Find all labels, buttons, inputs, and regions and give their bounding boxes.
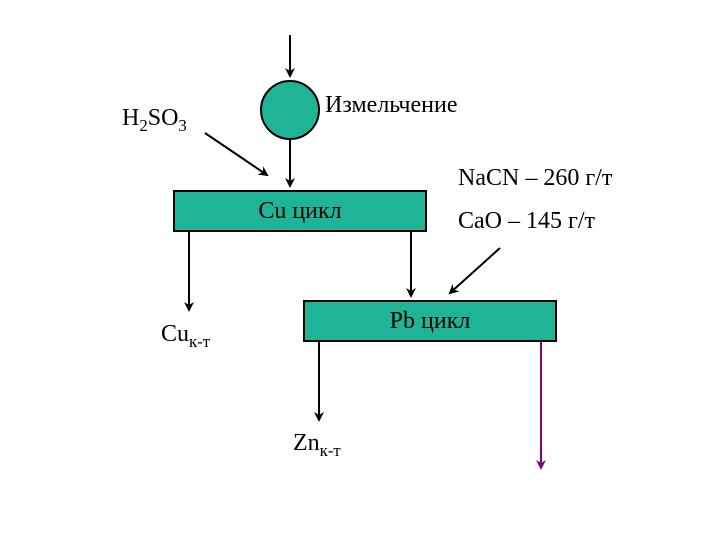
cu-cycle-box: Cu цикл — [173, 190, 427, 232]
grinding-label: Измельчение — [325, 92, 457, 119]
arrow-reagents — [450, 248, 500, 293]
cu-cycle-label: Cu цикл — [258, 198, 341, 225]
arrows-layer — [0, 0, 720, 540]
nacn-label: NaCN – 260 г/т — [458, 165, 612, 192]
zn-output-label: Znк-т — [293, 430, 341, 461]
cu-output-label: Cuк-т — [161, 321, 210, 352]
cao-label: CaO – 145 г/т — [458, 208, 595, 235]
h2so3-label: H2SO3 — [122, 105, 187, 136]
flow-diagram: Cu цикл Pb цикл Измельчение H2SO3 NaCN –… — [0, 0, 720, 540]
pb-cycle-box: Pb цикл — [303, 300, 557, 342]
grinding-circle — [260, 80, 320, 140]
pb-cycle-label: Pb цикл — [390, 308, 471, 335]
arrow-h2so3 — [205, 133, 267, 175]
